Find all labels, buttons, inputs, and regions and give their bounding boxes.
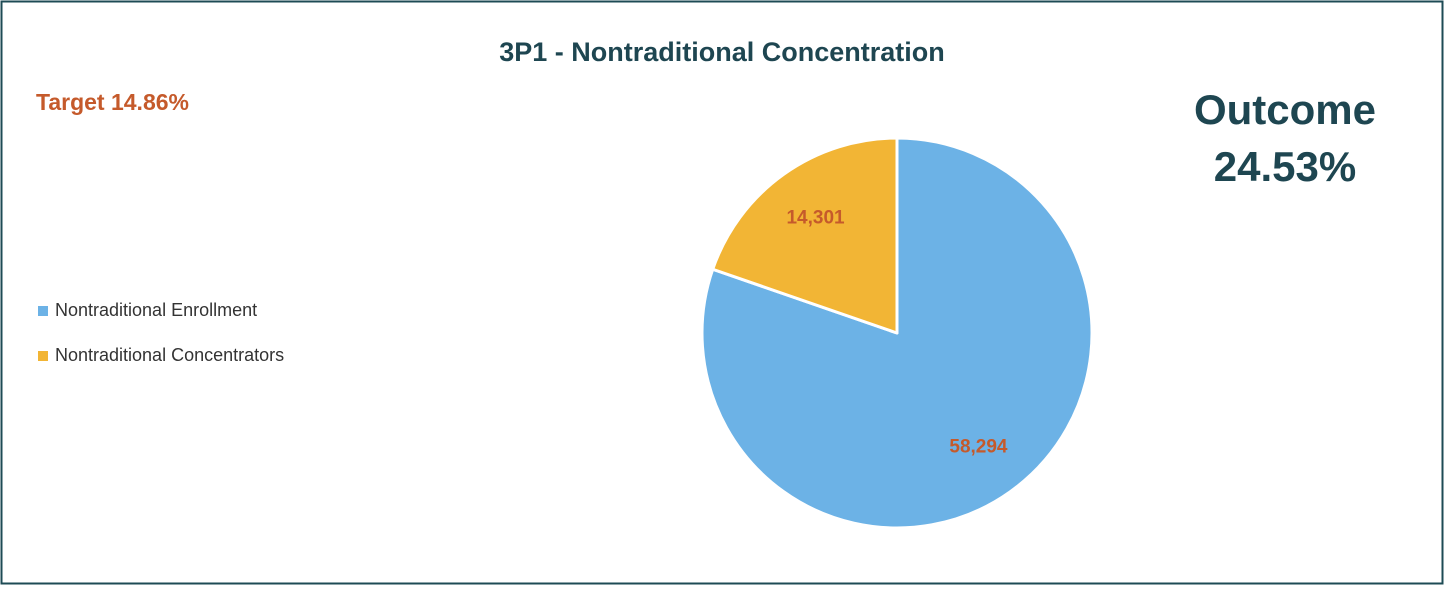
outcome-label: Outcome [1194, 86, 1376, 133]
data-label: 14,301 [786, 208, 845, 229]
chart-title: 3P1 - Nontraditional Concentration [499, 37, 945, 67]
outcome-value: 24.53% [1214, 143, 1356, 190]
legend-swatch [38, 306, 48, 316]
data-label: 58,294 [949, 436, 1008, 457]
legend-swatch [38, 351, 48, 361]
legend-label: Nontraditional Enrollment [55, 300, 257, 320]
target-annotation: Target 14.86% [36, 89, 189, 115]
legend-label: Nontraditional Concentrators [55, 345, 284, 365]
pie-slice [711, 136, 899, 335]
